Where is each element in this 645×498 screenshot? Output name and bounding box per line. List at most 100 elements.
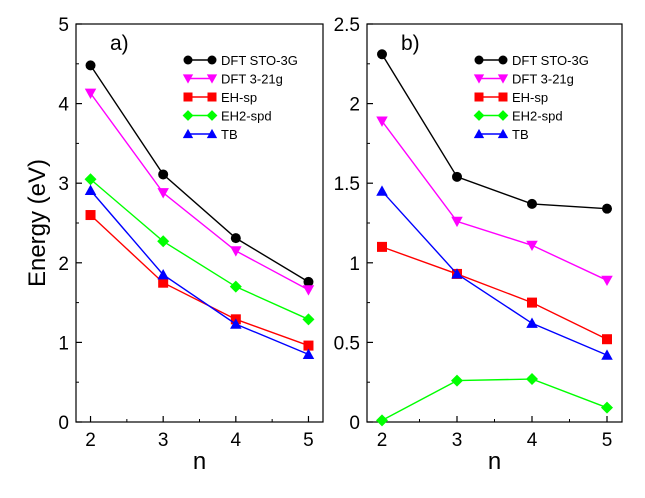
data-point (601, 349, 613, 360)
data-point (84, 184, 97, 195)
y-tick-label: 2.5 (334, 15, 360, 36)
x-axis-label: n (488, 448, 501, 475)
legend-marker (206, 128, 218, 139)
data-point (526, 373, 538, 386)
y-axis-label: Energy (eV) (24, 159, 51, 287)
data-point (376, 116, 388, 127)
plot-frame (366, 23, 623, 423)
data-point (158, 169, 169, 180)
legend-marker (473, 110, 485, 121)
x-tick-label: 4 (527, 430, 538, 451)
y-tick-label: 3 (58, 174, 69, 195)
data-point (302, 285, 315, 296)
legend-label: TB (512, 127, 529, 142)
data-point (157, 188, 169, 199)
data-point (229, 280, 242, 293)
legend-marker (497, 128, 509, 139)
series-line (89, 92, 309, 291)
legend-marker (182, 128, 194, 139)
chart-panel-1: 0 1 2 3 4 5 2 3 4 5 n Energy (eV) a) DFT STO-3G DFT 3-… (24, 15, 324, 475)
y-tick-label: 1.5 (334, 174, 360, 195)
data-point (302, 313, 315, 326)
legend-marker (206, 74, 218, 84)
chart-panel-2: 0 0.5 1 1.5 2 2.5 2 3 4 5 n b) DFT STO-3G DFT 3-21g EH… (334, 15, 623, 475)
x-tick-label: 4 (231, 430, 242, 451)
y-tick-label: 1 (349, 254, 360, 275)
series-line (381, 53, 608, 210)
panel-label: a) (110, 32, 129, 55)
data-point (157, 268, 169, 280)
data-point (526, 317, 538, 328)
data-point (601, 401, 613, 414)
x-tick-label: 3 (158, 430, 169, 451)
series-line (381, 120, 608, 281)
data-point (303, 276, 314, 287)
data-point (157, 235, 170, 248)
data-point (303, 340, 314, 351)
legend-label: DFT STO-3G (512, 53, 589, 68)
data-point (230, 246, 242, 257)
legend-marker (207, 55, 217, 65)
legend-label: EH2-spd (512, 109, 563, 124)
legend-marker (183, 55, 193, 65)
legend-marker (497, 74, 509, 84)
series-line (90, 178, 309, 320)
x-tick-label: 2 (85, 430, 96, 451)
series-line (89, 65, 309, 283)
legend-marker (473, 74, 485, 84)
legend-marker (473, 128, 485, 139)
data-point (526, 240, 538, 252)
plot-frame (75, 23, 324, 423)
y-tick-label: 1 (58, 333, 69, 354)
series-line (381, 378, 608, 422)
data-point (602, 203, 612, 214)
data-point (85, 60, 96, 71)
x-tick-label: 2 (377, 430, 388, 451)
legend-marker (498, 55, 508, 65)
legend-marker (207, 92, 217, 102)
data-point (601, 275, 613, 287)
legend-label: EH-sp (221, 90, 257, 105)
y-tick-label: 5 (58, 15, 69, 36)
series-line (381, 190, 608, 356)
y-tick-label: 4 (58, 95, 69, 116)
data-point (230, 318, 242, 329)
legend-label: TB (221, 127, 238, 142)
data-point (602, 334, 612, 345)
x-tick-label: 5 (602, 430, 613, 451)
y-tick-label: 2 (349, 95, 360, 116)
data-point (85, 210, 96, 221)
legend-marker (498, 92, 508, 102)
legend-marker (474, 55, 484, 65)
data-point (451, 374, 463, 387)
data-point (230, 233, 241, 244)
legend-marker (182, 110, 194, 121)
legend-marker (497, 110, 509, 121)
y-tick-label: 0 (58, 413, 69, 434)
x-tick-label: 5 (303, 430, 314, 451)
legend-label: EH2-spd (221, 109, 272, 124)
data-point (452, 171, 462, 182)
series-line (381, 246, 608, 340)
legend-marker (182, 74, 194, 84)
y-tick-label: 0 (349, 413, 360, 434)
legend-label: EH-sp (512, 90, 548, 105)
data-point (377, 49, 387, 60)
legend-marker (474, 92, 484, 102)
panel-label: b) (401, 32, 420, 55)
data-point (84, 88, 97, 100)
legend-label: DFT 3-21g (512, 72, 574, 87)
data-point (158, 277, 169, 288)
legend-marker (206, 110, 218, 121)
legend-label: DFT 3-21g (221, 72, 283, 87)
legend-marker (183, 92, 193, 102)
data-point (451, 268, 463, 279)
y-tick-label: 0.5 (334, 333, 360, 354)
y-tick-label: 2 (58, 254, 69, 275)
x-axis-label: n (193, 448, 206, 475)
data-point (527, 297, 537, 308)
data-point (451, 216, 463, 228)
series-line (89, 189, 309, 355)
data-point (376, 414, 388, 427)
